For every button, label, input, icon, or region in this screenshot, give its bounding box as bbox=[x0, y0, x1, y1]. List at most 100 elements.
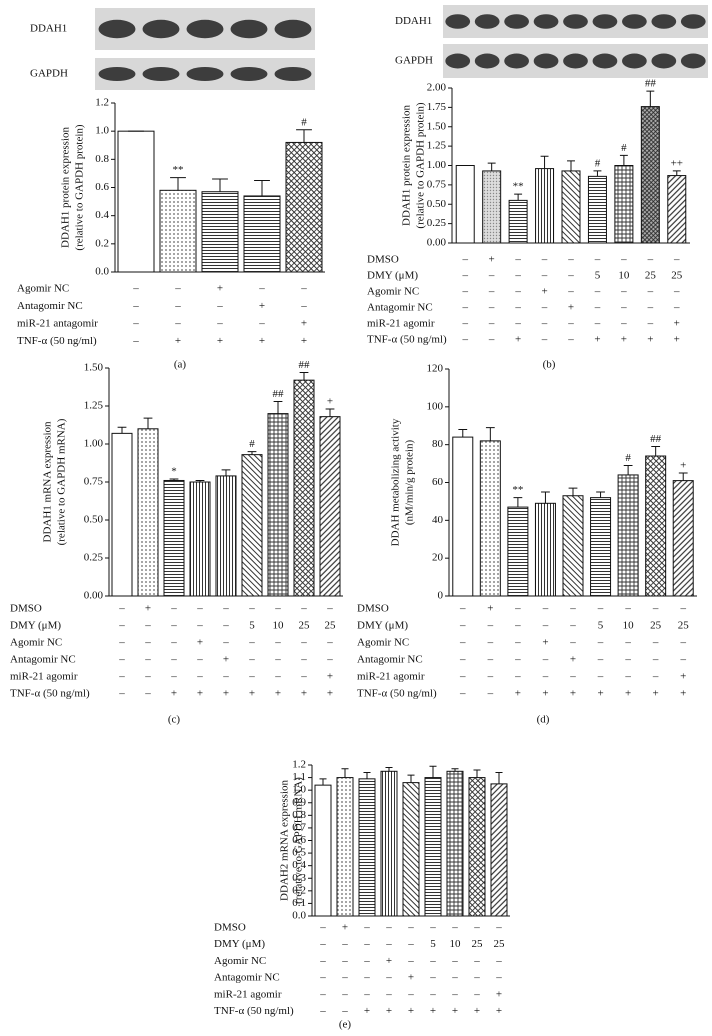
y-tick-label: 1.00 bbox=[427, 159, 447, 171]
blot-band bbox=[230, 66, 268, 82]
annotation: ## bbox=[273, 388, 285, 400]
condition-mark: 25 bbox=[472, 938, 484, 950]
y-tick-label: 1.0 bbox=[292, 784, 306, 796]
condition-mark: 5 bbox=[595, 270, 601, 282]
condition-mark: – bbox=[248, 603, 255, 615]
condition-mark: – bbox=[341, 955, 348, 967]
error-bar bbox=[296, 129, 312, 143]
condition-mark: – bbox=[487, 671, 494, 683]
condition-mark: – bbox=[341, 1005, 348, 1017]
y-tick-label: 2.00 bbox=[427, 82, 447, 94]
bar bbox=[667, 175, 687, 244]
y-tick-label: 1.50 bbox=[427, 120, 447, 132]
error-bar bbox=[385, 767, 393, 772]
condition-mark: + bbox=[217, 335, 223, 347]
condition-mark: – bbox=[620, 286, 627, 298]
error-bar bbox=[429, 765, 437, 778]
y-tick-label: 1.0 bbox=[95, 125, 109, 137]
condition-mark: – bbox=[132, 318, 139, 330]
condition-mark: + bbox=[301, 688, 307, 700]
error-bar bbox=[363, 772, 371, 779]
blot-band bbox=[445, 14, 471, 29]
blot-band bbox=[504, 53, 529, 69]
condition-mark: – bbox=[459, 671, 466, 683]
bar bbox=[468, 777, 486, 917]
blot-band bbox=[142, 66, 180, 82]
condition-mark: – bbox=[624, 637, 631, 649]
y-tick-label: 0.8 bbox=[95, 153, 109, 165]
condition-mark: – bbox=[118, 620, 125, 632]
condition-label: TNF-α (50 ng/ml) bbox=[10, 688, 90, 700]
error-bar bbox=[254, 179, 270, 196]
condition-mark: – bbox=[624, 671, 631, 683]
condition-mark: + bbox=[680, 688, 686, 700]
condition-mark: – bbox=[514, 654, 521, 666]
condition-mark: – bbox=[514, 286, 521, 298]
condition-label: DMY (μM) bbox=[10, 620, 61, 632]
condition-mark: – bbox=[170, 637, 177, 649]
annotation: # bbox=[625, 452, 631, 464]
condition-mark: – bbox=[647, 302, 654, 314]
y-tick-label: 0.0 bbox=[95, 266, 109, 278]
y-axis-label: (nM/min/g protein) bbox=[404, 440, 416, 526]
condition-mark: – bbox=[118, 654, 125, 666]
condition-mark: – bbox=[473, 988, 480, 1000]
condition-mark: + bbox=[621, 334, 627, 346]
y-tick-label: 1.1 bbox=[292, 771, 306, 783]
bar bbox=[562, 495, 584, 597]
condition-mark: – bbox=[319, 938, 326, 950]
bar bbox=[490, 783, 508, 917]
panel-label: (a) bbox=[174, 359, 187, 371]
condition-mark: – bbox=[429, 988, 436, 1000]
condition-mark: – bbox=[319, 972, 326, 984]
error-bar bbox=[567, 160, 575, 171]
condition-mark: – bbox=[679, 654, 686, 666]
y-tick-label: 0.6 bbox=[292, 834, 306, 846]
condition-mark: + bbox=[145, 603, 151, 615]
condition-mark: – bbox=[652, 654, 659, 666]
blot-band bbox=[533, 14, 559, 29]
condition-mark: – bbox=[300, 654, 307, 666]
condition-mark: – bbox=[569, 671, 576, 683]
bar bbox=[201, 191, 239, 273]
error-bar bbox=[212, 178, 228, 192]
error-bar bbox=[495, 772, 503, 784]
condition-label: Agomir NC bbox=[17, 283, 69, 295]
condition-mark: – bbox=[118, 603, 125, 615]
y-tick-label: 0 bbox=[438, 590, 444, 602]
condition-mark: – bbox=[144, 688, 151, 700]
blot-band bbox=[533, 53, 559, 69]
condition-mark: + bbox=[597, 688, 603, 700]
y-axis-label: (relative to GAPDH mRNA) bbox=[293, 777, 305, 904]
condition-label: Agomir NC bbox=[214, 955, 266, 967]
condition-mark: + bbox=[249, 688, 255, 700]
bar bbox=[452, 436, 474, 597]
condition-mark: – bbox=[459, 688, 466, 700]
condition-mark: – bbox=[652, 637, 659, 649]
condition-mark: – bbox=[473, 922, 480, 934]
error-bar bbox=[672, 170, 681, 176]
condition-mark: – bbox=[170, 654, 177, 666]
condition-mark: 10 bbox=[623, 620, 635, 632]
condition-mark: – bbox=[196, 671, 203, 683]
panel-label: (e) bbox=[339, 1019, 352, 1031]
blot-label: GAPDH bbox=[30, 68, 68, 80]
bar bbox=[159, 189, 197, 273]
bar bbox=[672, 480, 694, 597]
y-tick-label: 80 bbox=[432, 438, 444, 450]
bar bbox=[507, 506, 529, 597]
y-tick-label: 0.5 bbox=[292, 847, 306, 859]
condition-label: Antagomir NC bbox=[367, 302, 433, 314]
condition-mark: – bbox=[594, 286, 601, 298]
condition-mark: + bbox=[594, 334, 600, 346]
condition-mark: – bbox=[647, 318, 654, 330]
bar bbox=[319, 416, 341, 597]
condition-mark: 25 bbox=[650, 620, 662, 632]
blot-band bbox=[186, 66, 224, 82]
blot-band bbox=[563, 53, 588, 69]
condition-mark: – bbox=[118, 637, 125, 649]
blot-label: DDAH1 bbox=[30, 23, 67, 35]
condition-mark: – bbox=[541, 302, 548, 314]
blot-band bbox=[474, 14, 500, 29]
condition-mark: + bbox=[275, 688, 281, 700]
